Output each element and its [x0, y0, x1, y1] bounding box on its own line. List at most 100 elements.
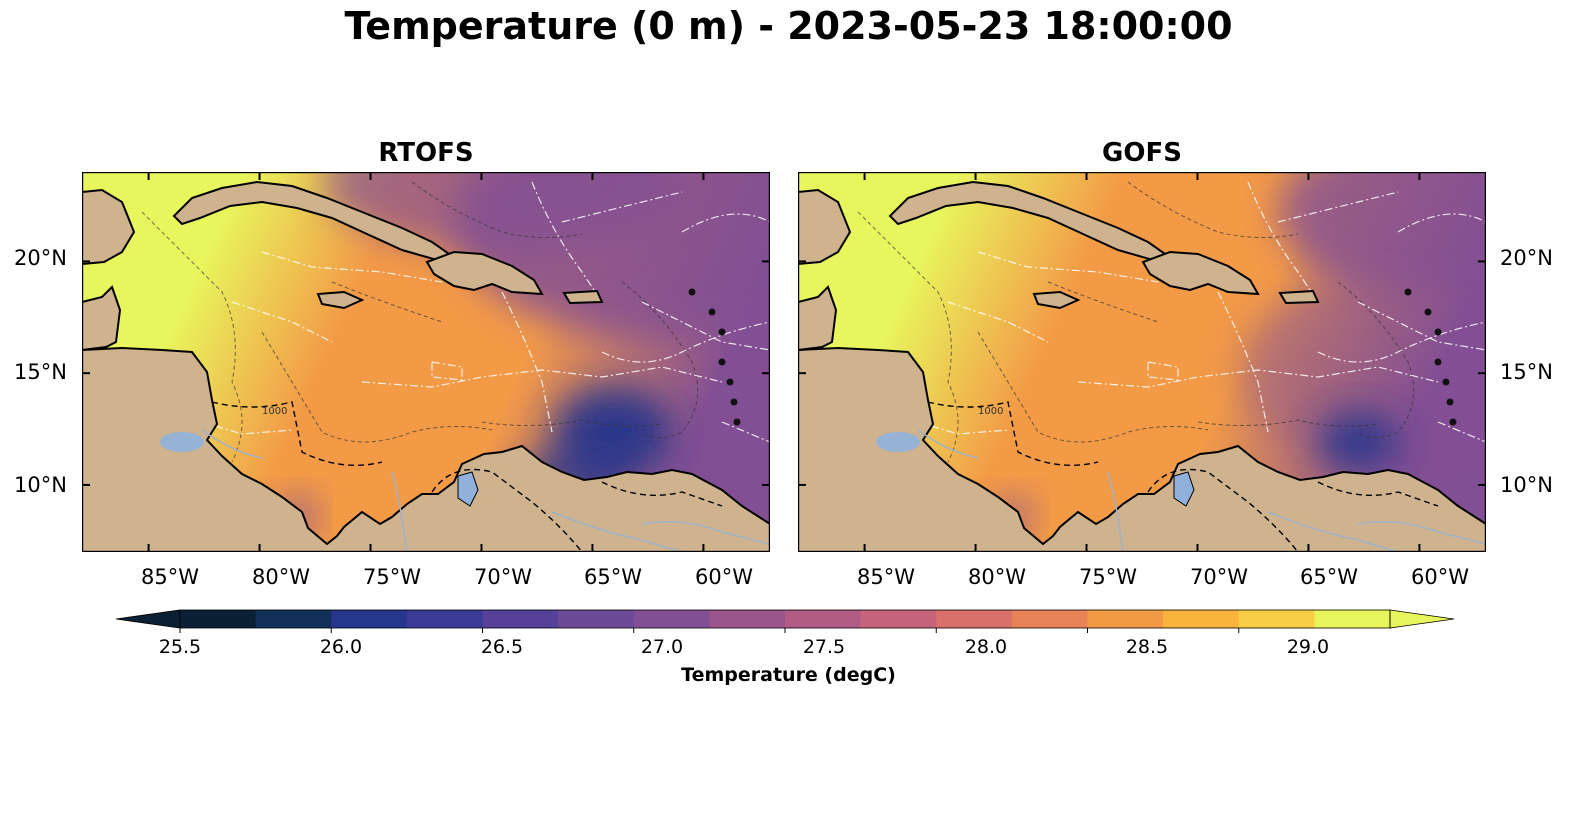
colorbar-tick-label: 27.5	[802, 636, 846, 658]
river	[1357, 521, 1486, 545]
eez-boundary	[1277, 191, 1399, 223]
map-content: 1000	[798, 172, 1486, 552]
lon-tick-label: 70°W	[1190, 565, 1248, 589]
eez-boundary	[231, 301, 333, 343]
land	[425, 250, 544, 296]
eez-boundary	[501, 291, 553, 433]
island	[718, 328, 726, 336]
bathymetry-contour	[1337, 281, 1415, 438]
river	[551, 511, 683, 552]
lon-tick-label: 60°W	[1411, 565, 1469, 589]
land	[82, 346, 770, 552]
land	[1141, 250, 1260, 296]
lon-tick-label: 80°W	[252, 565, 310, 589]
lat-tick-label: 20°N	[14, 246, 67, 270]
eez-boundary	[561, 191, 683, 223]
bathymetry-contour	[331, 281, 443, 323]
lat-tick-label: 15°N	[1500, 360, 1553, 384]
lake-nicaragua	[876, 432, 920, 452]
colorbar-segment	[860, 610, 937, 628]
lon-tick-label: 65°W	[584, 565, 642, 589]
colorbar-segment	[1087, 610, 1164, 628]
country-border	[1317, 481, 1439, 507]
colorbar-segment	[482, 610, 559, 628]
land	[1032, 290, 1081, 310]
bathymetry-contour	[1047, 281, 1159, 323]
colorbar-tick-label: 26.0	[319, 636, 363, 658]
colorbar-tick-label: 29.0	[1286, 636, 1330, 658]
map-frame	[82, 172, 770, 552]
colorbar-segment	[936, 610, 1013, 628]
island	[688, 288, 696, 296]
temperature-anomaly	[1318, 412, 1398, 472]
lake-maracaibo	[457, 471, 479, 507]
colorbar-tick-label: 25.5	[158, 636, 202, 658]
land	[798, 285, 838, 352]
island	[1446, 398, 1454, 406]
eez-boundary	[681, 213, 770, 233]
map-panel-gofs: 1000	[798, 172, 1486, 552]
map-panel-rtofs: 1000	[82, 172, 770, 552]
eez-boundary	[1217, 291, 1269, 433]
contour-label: 1000	[262, 406, 287, 417]
bathymetry-contour	[977, 331, 1209, 443]
eez-boundary	[431, 361, 463, 381]
bathymetry-contour	[1197, 419, 1379, 427]
island	[730, 398, 738, 406]
lat-tick-label: 15°N	[14, 360, 67, 384]
eez-boundary	[361, 366, 723, 388]
island	[1434, 358, 1442, 366]
land	[1278, 289, 1320, 305]
colorbar-segment	[331, 610, 408, 628]
map-frame	[798, 172, 1486, 552]
river	[917, 429, 979, 459]
colorbar	[116, 609, 1455, 633]
eez-boundary	[1147, 361, 1179, 381]
panel-title-rtofs: RTOFS	[378, 138, 474, 168]
country-border	[211, 401, 383, 466]
colorbar-segment	[785, 610, 862, 628]
colorbar-segment	[406, 610, 483, 628]
bathymetry-contour	[1127, 181, 1299, 239]
lat-tick-label: 10°N	[14, 473, 67, 497]
lake-nicaragua	[160, 432, 204, 452]
island	[1442, 378, 1450, 386]
land	[562, 289, 604, 305]
eez-boundary	[721, 421, 770, 443]
colorbar-segment	[180, 610, 257, 628]
lon-tick-label: 80°W	[968, 565, 1026, 589]
river	[201, 429, 263, 459]
eez-boundary	[261, 251, 443, 283]
river	[1107, 471, 1124, 552]
contour-label: 1000	[978, 406, 1003, 417]
land	[798, 188, 852, 266]
bathymetry-contour	[481, 419, 663, 427]
lon-tick-label: 60°W	[695, 565, 753, 589]
map-content: 1000	[82, 172, 770, 552]
lat-tick-label: 10°N	[1500, 473, 1553, 497]
country-border	[1147, 468, 1299, 552]
eez-boundary	[1247, 181, 1319, 303]
country-border	[927, 401, 1099, 466]
island	[1434, 328, 1442, 336]
colorbar-extend-high	[1389, 609, 1455, 629]
land	[82, 188, 136, 266]
eez-boundary	[1357, 301, 1486, 351]
colorbar-tick-label: 26.5	[480, 636, 524, 658]
bathymetry-contour	[621, 281, 699, 438]
temperature-anomaly	[1238, 282, 1478, 462]
lake-maracaibo	[1173, 471, 1195, 507]
colorbar-tick-label: 28.0	[964, 636, 1008, 658]
island	[1404, 288, 1412, 296]
eez-boundary	[1437, 421, 1486, 443]
lon-tick-label: 85°W	[141, 565, 199, 589]
eez-boundary	[1397, 213, 1486, 233]
bathymetry-contour	[411, 181, 583, 239]
island	[726, 378, 734, 386]
colorbar-segment	[1163, 610, 1240, 628]
land	[798, 346, 1486, 552]
colorbar-segment	[255, 610, 332, 628]
temperature-anomaly	[1278, 172, 1486, 302]
bathymetry-contour	[261, 331, 493, 443]
eez-boundary	[531, 181, 603, 303]
